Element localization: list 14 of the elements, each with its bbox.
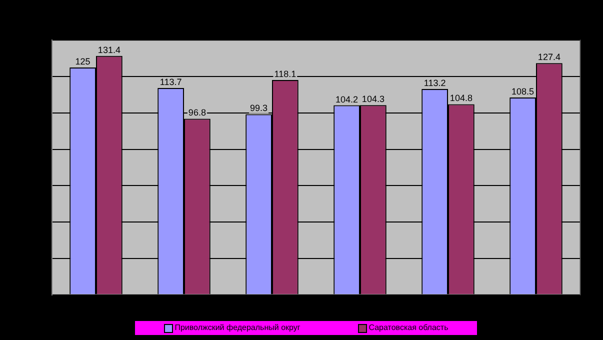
data-label: 104.8 <box>450 93 472 104</box>
data-label: 118.1 <box>274 69 296 80</box>
data-label: 96.8 <box>188 108 206 118</box>
data-label: 104.3 <box>362 94 384 104</box>
data-label: 131.4 <box>98 44 120 55</box>
data-label: 108.5 <box>512 86 534 96</box>
data-label: 104.2 <box>336 94 358 104</box>
data-label: 99.3 <box>250 103 268 114</box>
legend-label: Саратовская область <box>368 323 448 333</box>
data-label: 127.4 <box>538 52 560 62</box>
data-label: 113.2 <box>424 78 446 88</box>
legend-label: Приволжский федеральный округ <box>174 323 300 333</box>
data-label: 125 <box>75 56 90 66</box>
data-label: 113.7 <box>160 77 182 88</box>
